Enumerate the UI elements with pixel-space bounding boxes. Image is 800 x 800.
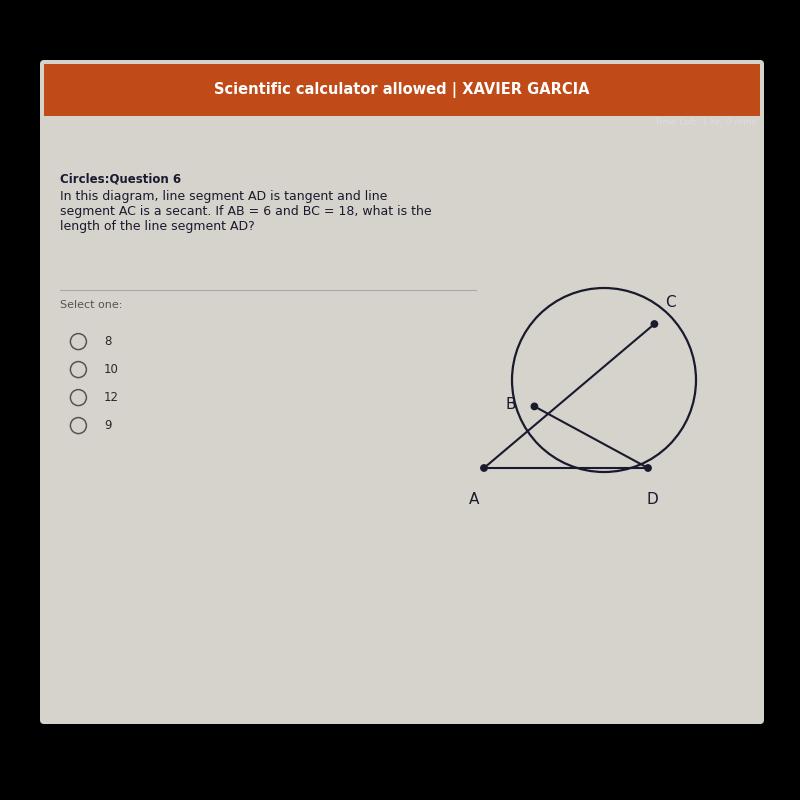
Text: C: C	[665, 294, 676, 310]
Text: 12: 12	[104, 391, 119, 404]
Text: Circles:Question 6: Circles:Question 6	[60, 172, 181, 185]
Circle shape	[481, 465, 487, 471]
Text: A: A	[470, 492, 479, 507]
Text: D: D	[646, 492, 658, 507]
Text: 9: 9	[104, 419, 111, 432]
Bar	[44, 64, 760, 116]
FancyBboxPatch shape	[40, 60, 764, 724]
Circle shape	[531, 403, 538, 410]
Text: In this diagram, line segment AD is tangent and line
segment AC is a secant. If : In this diagram, line segment AD is tang…	[60, 190, 432, 234]
Text: Select one:: Select one:	[60, 300, 122, 310]
Text: B: B	[505, 398, 516, 412]
Text: 10: 10	[104, 363, 119, 376]
Circle shape	[651, 321, 658, 327]
Text: Time Left: 1 hr, 0 mins: Time Left: 1 hr, 0 mins	[654, 118, 756, 127]
Text: Scientific calculator allowed | XAVIER GARCIA: Scientific calculator allowed | XAVIER G…	[214, 82, 590, 98]
Circle shape	[645, 465, 651, 471]
Text: 8: 8	[104, 335, 111, 348]
